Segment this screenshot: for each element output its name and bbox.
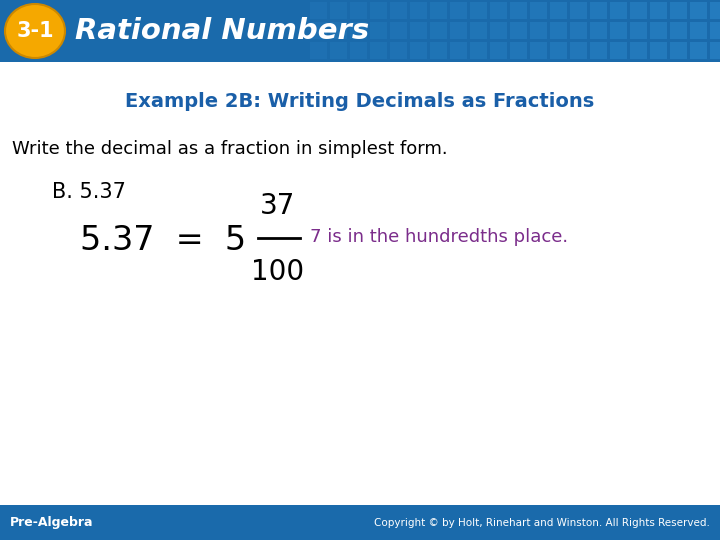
- Bar: [570, 22, 587, 39]
- Bar: [710, 42, 720, 59]
- Bar: [450, 22, 467, 39]
- Bar: [390, 42, 407, 59]
- Bar: [550, 22, 567, 39]
- Bar: [670, 2, 687, 19]
- Bar: [690, 42, 707, 59]
- Bar: [310, 22, 327, 39]
- Bar: [690, 22, 707, 39]
- Bar: [630, 2, 647, 19]
- Bar: [470, 2, 487, 19]
- Bar: [470, 22, 487, 39]
- Bar: [390, 22, 407, 39]
- Bar: [330, 2, 347, 19]
- Bar: [490, 42, 507, 59]
- Bar: [610, 42, 627, 59]
- Text: B. 5.37: B. 5.37: [52, 182, 126, 202]
- Bar: [550, 2, 567, 19]
- Bar: [450, 2, 467, 19]
- Ellipse shape: [5, 4, 65, 58]
- Bar: [410, 22, 427, 39]
- Bar: [610, 2, 627, 19]
- Text: 100: 100: [251, 258, 305, 286]
- Bar: [710, 22, 720, 39]
- Bar: [430, 42, 447, 59]
- Bar: [490, 2, 507, 19]
- Bar: [590, 2, 607, 19]
- Bar: [530, 22, 547, 39]
- Text: 7 is in the hundredths place.: 7 is in the hundredths place.: [310, 228, 568, 246]
- Bar: [550, 42, 567, 59]
- Bar: [430, 22, 447, 39]
- Bar: [390, 2, 407, 19]
- Bar: [530, 42, 547, 59]
- Bar: [370, 22, 387, 39]
- Bar: [430, 2, 447, 19]
- Bar: [370, 2, 387, 19]
- Bar: [350, 22, 367, 39]
- Bar: [690, 2, 707, 19]
- Bar: [310, 2, 327, 19]
- Bar: [710, 2, 720, 19]
- Bar: [410, 2, 427, 19]
- Text: Rational Numbers: Rational Numbers: [75, 17, 369, 45]
- Bar: [510, 22, 527, 39]
- Bar: [510, 42, 527, 59]
- Bar: [0, 505, 720, 540]
- Text: 5.37  =  5: 5.37 = 5: [80, 224, 246, 256]
- Bar: [410, 42, 427, 59]
- Text: Example 2B: Writing Decimals as Fractions: Example 2B: Writing Decimals as Fraction…: [125, 92, 595, 111]
- Bar: [330, 22, 347, 39]
- Bar: [610, 22, 627, 39]
- Bar: [350, 42, 367, 59]
- Bar: [450, 42, 467, 59]
- Bar: [490, 22, 507, 39]
- Text: Write the decimal as a fraction in simplest form.: Write the decimal as a fraction in simpl…: [12, 140, 448, 158]
- Bar: [570, 2, 587, 19]
- Bar: [310, 42, 327, 59]
- Text: 37: 37: [261, 192, 296, 220]
- Bar: [630, 22, 647, 39]
- Bar: [350, 2, 367, 19]
- Bar: [530, 2, 547, 19]
- Bar: [650, 42, 667, 59]
- Bar: [370, 42, 387, 59]
- Bar: [570, 42, 587, 59]
- Bar: [510, 2, 527, 19]
- Bar: [590, 22, 607, 39]
- Bar: [0, 0, 720, 62]
- Bar: [670, 22, 687, 39]
- Text: 3-1: 3-1: [16, 21, 54, 41]
- Bar: [650, 22, 667, 39]
- Bar: [590, 42, 607, 59]
- Text: Pre-Algebra: Pre-Algebra: [10, 516, 94, 529]
- Bar: [470, 42, 487, 59]
- Bar: [650, 2, 667, 19]
- Bar: [630, 42, 647, 59]
- Bar: [670, 42, 687, 59]
- Bar: [330, 42, 347, 59]
- Text: Copyright © by Holt, Rinehart and Winston. All Rights Reserved.: Copyright © by Holt, Rinehart and Winsto…: [374, 517, 710, 528]
